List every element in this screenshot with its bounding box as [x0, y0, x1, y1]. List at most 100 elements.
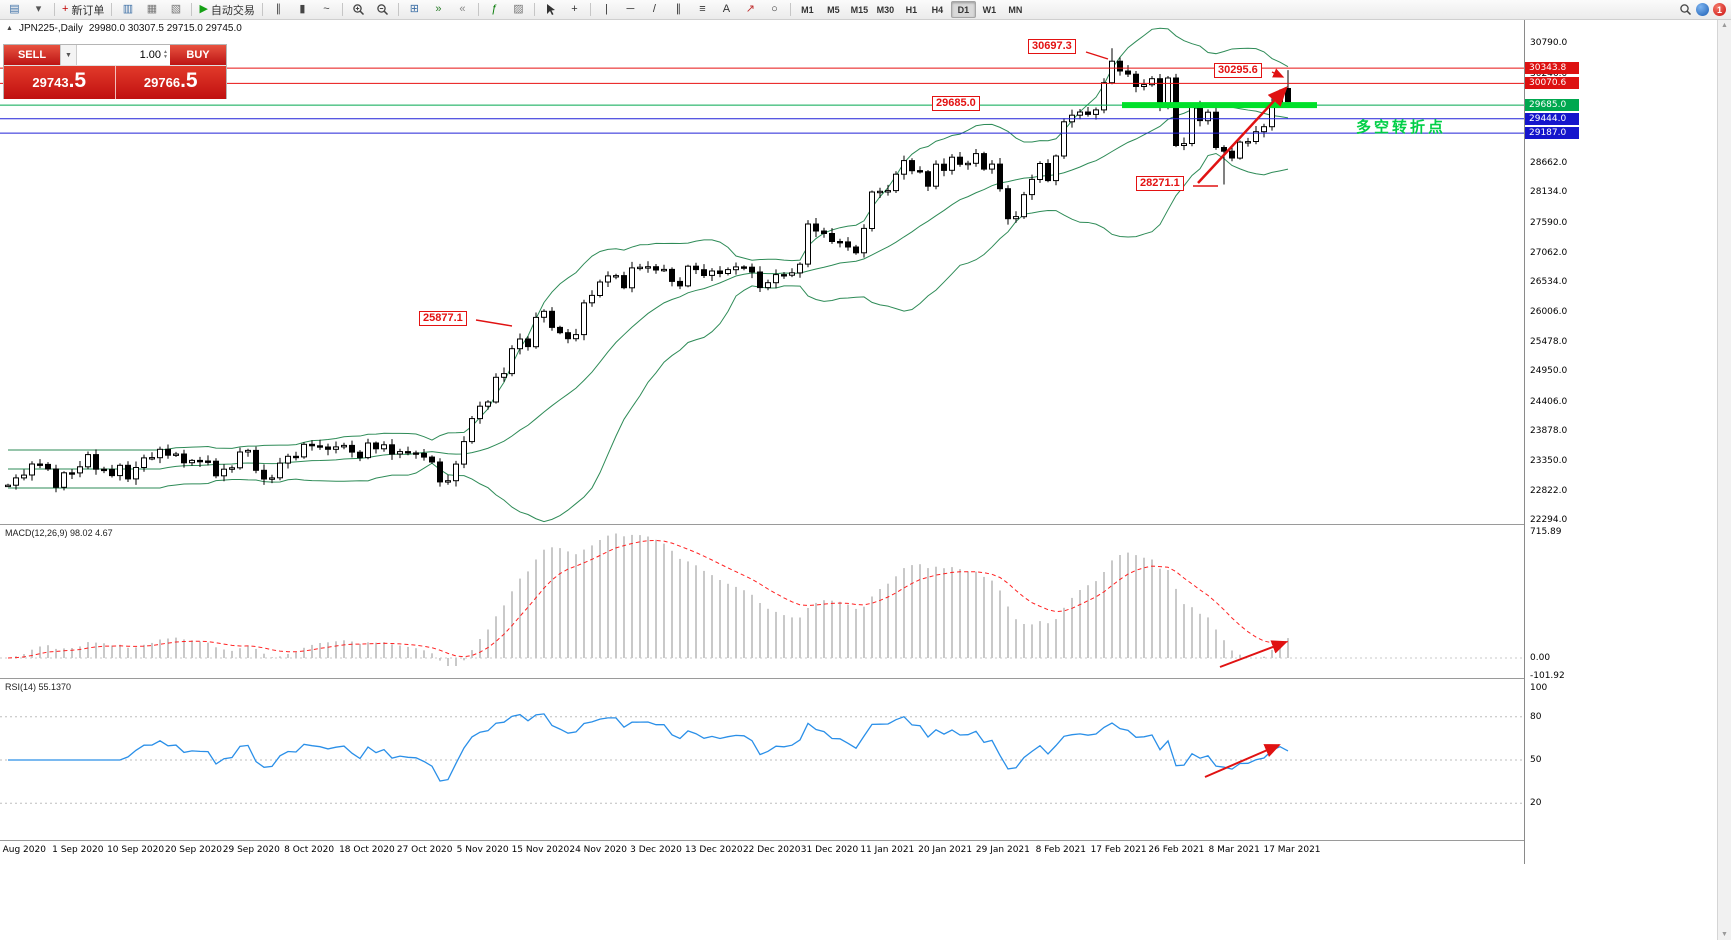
bear-candle: [565, 332, 571, 340]
timeframe-m30[interactable]: M30: [876, 4, 895, 15]
timeframe-h1[interactable]: H1: [905, 4, 918, 15]
bull-candle: [453, 463, 459, 482]
crosshair-icon: +: [571, 3, 578, 15]
bull-candle: [189, 459, 195, 464]
timeframe-d1[interactable]: D1: [950, 1, 976, 18]
notification-badge[interactable]: 1: [1713, 3, 1726, 16]
bull-candle: [645, 266, 651, 269]
main-macd-separator[interactable]: [0, 524, 1620, 525]
timeframe-mn[interactable]: MN: [1008, 4, 1023, 15]
bull-candle: [885, 190, 891, 193]
bear-candle: [309, 443, 315, 447]
scroll-up-icon[interactable]: ▲: [1721, 22, 1728, 29]
main-chart-canvas[interactable]: [0, 20, 1524, 524]
buy-price-button[interactable]: 29766 .5: [115, 66, 226, 99]
bull-candle: [501, 373, 507, 378]
macd-scale-tick: -101.92: [1530, 670, 1565, 681]
zoom-in-button[interactable]: [347, 1, 370, 19]
fibonacci-button[interactable]: ≡: [691, 1, 714, 19]
bull-candle: [613, 275, 619, 278]
timeframe-h4[interactable]: H4: [931, 4, 944, 15]
horizontal-lines[interactable]: [0, 67, 1524, 134]
tile-windows-button[interactable]: ⊞: [403, 1, 426, 19]
ohlc-values: 29980.0 30307.5 29715.0 29745.0: [88, 23, 242, 34]
zoom-out-button[interactable]: [371, 1, 394, 19]
vertical-line-button[interactable]: |: [595, 1, 618, 19]
scroll-down-icon[interactable]: ▼: [1721, 931, 1728, 938]
trend-arrow-main[interactable]: [1197, 86, 1288, 184]
market-watch-button[interactable]: ▥: [116, 1, 139, 19]
time-label: 20 Sep 2020: [164, 845, 223, 855]
bear-candle: [749, 266, 755, 273]
order-type-dropdown[interactable]: ▼: [60, 45, 77, 65]
auto-scroll-button[interactable]: »: [427, 1, 450, 19]
bear-candle: [757, 271, 763, 289]
bear-candle: [429, 456, 435, 463]
price-axis[interactable]: 30790.030246.028662.028134.027590.027062…: [1524, 20, 1721, 864]
bull-candle: [461, 441, 467, 465]
bull-candle: [269, 477, 275, 480]
profiles-button[interactable]: ▾: [27, 1, 50, 19]
bear-candle: [261, 469, 267, 480]
rsi-timeaxis-separator: [0, 840, 1620, 841]
rsi-indicator-canvas[interactable]: [0, 678, 1524, 840]
price-tick: 30790.0: [1530, 38, 1568, 48]
bar-chart-button[interactable]: ∥: [267, 1, 290, 19]
templates-button[interactable]: ▨: [507, 1, 530, 19]
buy-button[interactable]: BUY: [170, 45, 226, 65]
cursor-icon: [546, 4, 555, 15]
bull-candle: [157, 448, 163, 459]
data-window-button[interactable]: ▦: [140, 1, 163, 19]
arrows-button[interactable]: ↗: [739, 1, 762, 19]
bull-candle: [477, 405, 483, 420]
connection-status-icon[interactable]: [1696, 3, 1709, 16]
trendline-button[interactable]: /: [643, 1, 666, 19]
indicators-button[interactable]: ƒ: [483, 1, 506, 19]
sell-price-button[interactable]: 29743 .5: [4, 66, 116, 99]
autotrading-button[interactable]: ▶ 自动交易: [196, 1, 257, 19]
sell-button[interactable]: SELL: [4, 45, 60, 65]
timeframe-m5[interactable]: M5: [827, 4, 840, 15]
timeframe-m1[interactable]: M1: [801, 4, 814, 15]
bull-candle: [237, 451, 243, 469]
bull-candle: [5, 484, 11, 488]
bear-candle: [1157, 78, 1163, 107]
candlestick-chart-button[interactable]: ▮: [291, 1, 314, 19]
toolbar-separator: [477, 3, 479, 16]
navigator-button[interactable]: ▧: [164, 1, 187, 19]
bull-candle: [1101, 82, 1107, 111]
cursor-button[interactable]: [539, 1, 562, 19]
bull-candle: [1077, 111, 1083, 116]
crosshair-button[interactable]: +: [563, 1, 586, 19]
bear-candle: [69, 472, 75, 475]
volume-spinner[interactable]: ▲ ▼: [163, 49, 168, 60]
time-label: 3 Aug 2020: [0, 845, 46, 855]
text-label-button[interactable]: A: [715, 1, 738, 19]
bear-candle: [325, 446, 331, 450]
bear-candle: [437, 461, 443, 483]
bull-candle: [517, 338, 523, 350]
rsi-scale-tick: 50: [1530, 755, 1542, 765]
volume-input[interactable]: 1.00 ▲ ▼: [77, 45, 170, 65]
new-order-button[interactable]: + 新订单: [59, 1, 107, 19]
line-chart-button[interactable]: ~: [315, 1, 338, 19]
bull-candle: [1093, 109, 1099, 115]
vertical-scrollbar[interactable]: ▲ ▼: [1717, 20, 1731, 940]
bear-candle: [125, 464, 131, 480]
support-zone-bar[interactable]: [1122, 102, 1317, 109]
chart-shift-button[interactable]: «: [451, 1, 474, 19]
rsi-arrow[interactable]: [1204, 744, 1281, 778]
price-tick: 26006.0: [1530, 306, 1568, 317]
macd-rsi-separator[interactable]: [0, 678, 1620, 679]
text-label-icon: A: [722, 3, 731, 15]
shapes-button[interactable]: ○: [763, 1, 786, 19]
horizontal-line-button[interactable]: ─: [619, 1, 642, 19]
bear-candle: [701, 269, 707, 276]
channel-button[interactable]: ∥: [667, 1, 690, 19]
timeframe-m15[interactable]: M15: [850, 4, 869, 15]
new-chart-button[interactable]: ▤: [3, 1, 26, 19]
macd-arrow[interactable]: [1219, 640, 1288, 668]
timeframe-w1[interactable]: W1: [982, 4, 997, 15]
macd-indicator-canvas[interactable]: [0, 524, 1524, 678]
